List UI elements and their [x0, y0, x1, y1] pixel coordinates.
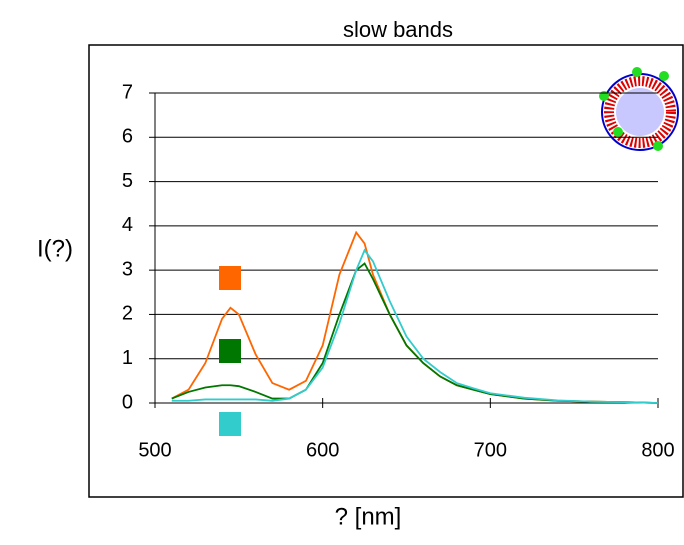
chart-frame [88, 44, 684, 498]
y-tick-label: 0 [122, 391, 133, 413]
y-tick-label: 3 [122, 258, 133, 280]
y-tick-label: 1 [122, 347, 133, 369]
chart-title: slow bands [343, 17, 453, 42]
series-line [171, 230, 659, 404]
series-line [171, 262, 659, 404]
series-line [171, 248, 659, 404]
y-tick-label: 4 [122, 214, 133, 236]
y-axis-label: I(?) [37, 235, 73, 262]
y-tick-label: 7 [122, 81, 133, 103]
y-tick-label: 2 [122, 303, 133, 325]
x-tick-label: 600 [306, 439, 339, 461]
x-axis-label: ? [nm] [335, 503, 402, 530]
y-tick-label: 6 [122, 126, 133, 148]
x-tick-label: 800 [641, 439, 674, 461]
legend-marker [219, 412, 241, 436]
legend-marker [219, 339, 241, 363]
x-tick-label: 700 [474, 439, 507, 461]
liposome-icon [599, 67, 679, 151]
x-tick-label: 500 [138, 439, 171, 461]
legend-marker [219, 266, 241, 290]
y-tick-label: 5 [122, 170, 133, 192]
